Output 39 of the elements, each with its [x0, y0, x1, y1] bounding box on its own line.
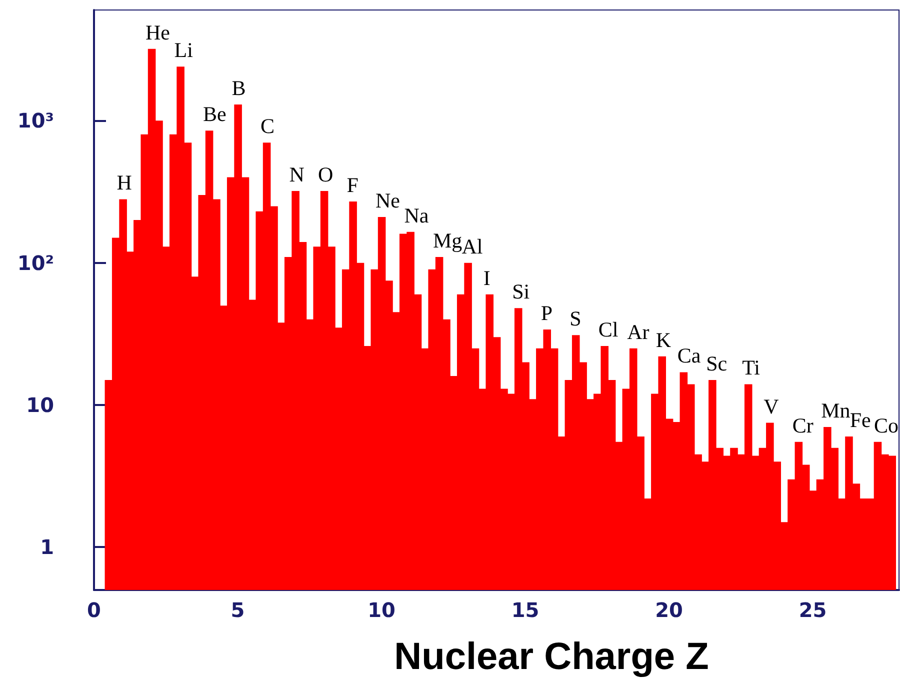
annotation: Si [512, 280, 530, 304]
x-tick-label: 0 [87, 598, 101, 622]
y-tick-label: 10³ [17, 108, 54, 133]
annotation: Ne [376, 188, 400, 213]
annotation: P [540, 300, 552, 325]
annotation: Al [462, 234, 483, 258]
x-tick-label: 25 [798, 598, 827, 622]
annotation: N [289, 162, 304, 186]
y-tick-label: 10 [26, 393, 54, 418]
annotation: F [346, 172, 358, 197]
annotation: Be [203, 102, 226, 126]
annotation: Ca [677, 344, 702, 368]
annotation: Ar [627, 320, 650, 344]
annotation: Cl [598, 318, 618, 342]
annotation: Mg [433, 228, 463, 252]
annotation: Cr [792, 413, 814, 438]
x-tick-label: 5 [230, 598, 245, 622]
annotation: O [318, 162, 334, 186]
y-tick-label: 1 [40, 535, 54, 560]
y-tick-label: 10² [17, 250, 54, 275]
annotation: K [656, 328, 671, 352]
annotation: Fe [850, 408, 871, 432]
annotation: He [146, 20, 170, 44]
annotation: Ti [742, 356, 760, 380]
x-tick-label: 10 [368, 598, 396, 622]
annotation: Co [874, 413, 899, 438]
x-tick-label: 20 [655, 598, 683, 622]
annotation: H [116, 170, 132, 195]
x-axis-title: Nuclear Charge Z [394, 636, 709, 678]
annotation: B [232, 76, 246, 100]
annotation: V [764, 394, 779, 418]
annotation: C [260, 114, 275, 138]
annotation: Li [174, 38, 194, 62]
annotation: S [570, 306, 582, 331]
annotation: Sc [706, 351, 728, 376]
annotation: I [483, 266, 490, 290]
annotation: Na [404, 203, 430, 228]
x-tick-label: 15 [511, 598, 540, 622]
annotation: Mn [821, 398, 851, 423]
